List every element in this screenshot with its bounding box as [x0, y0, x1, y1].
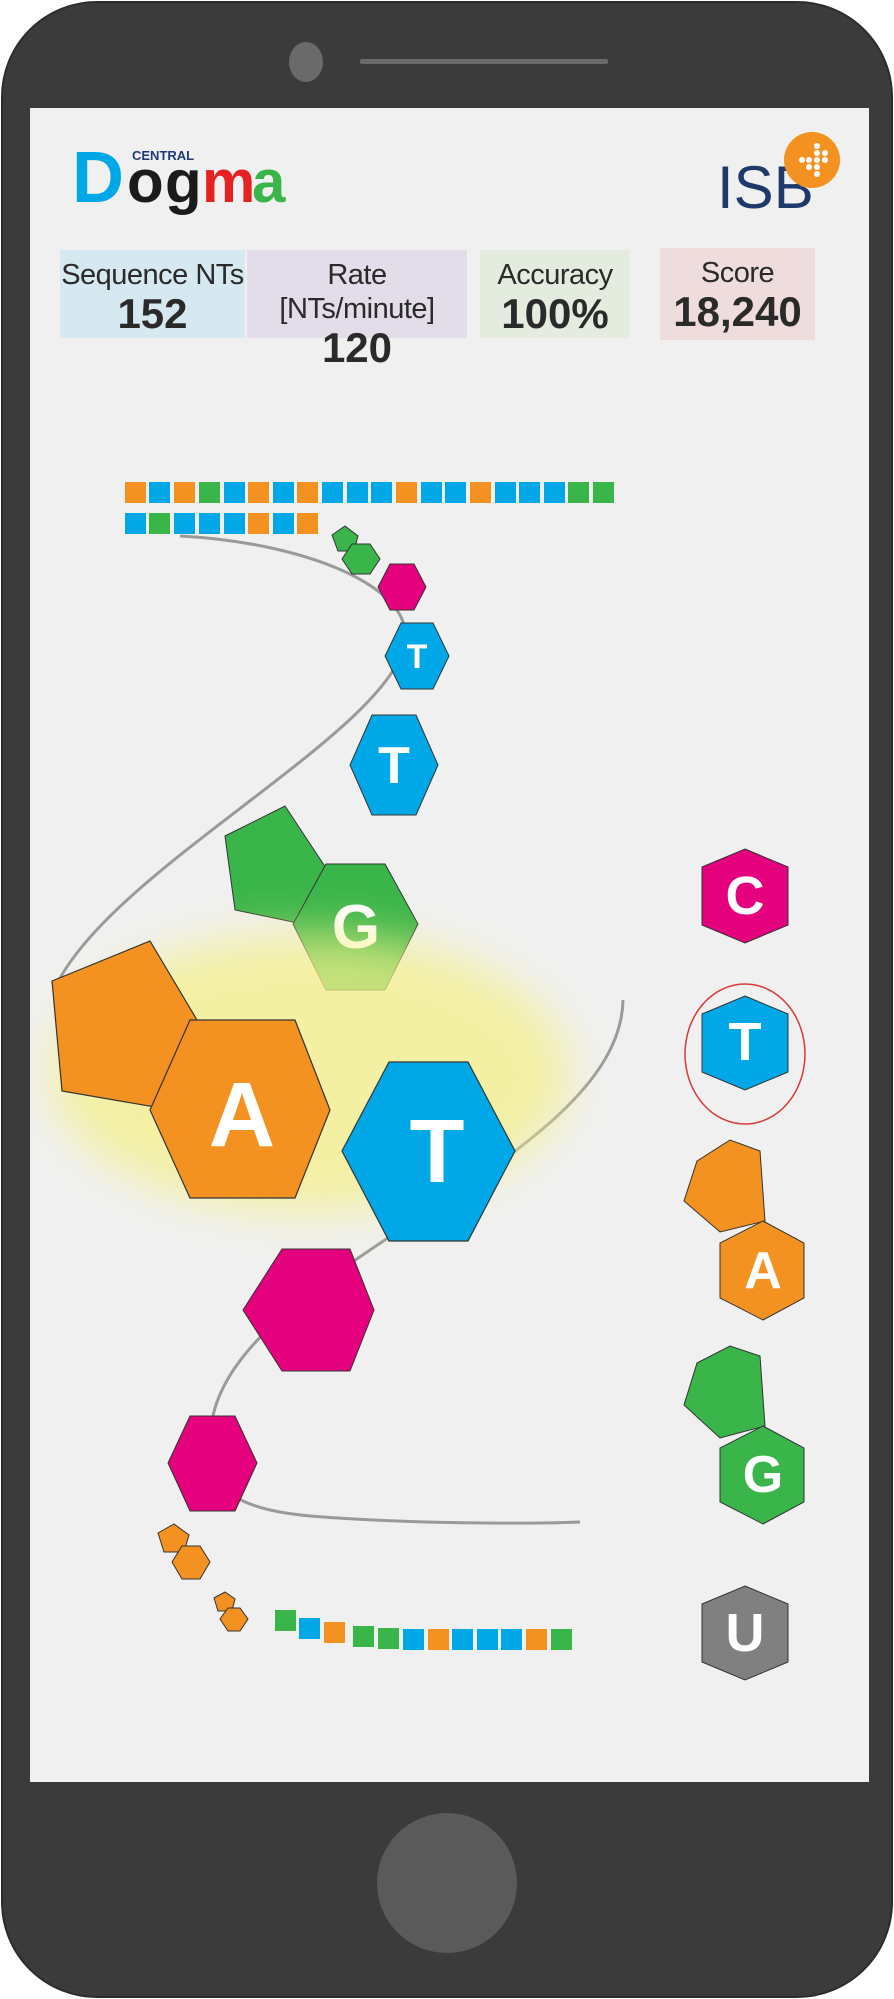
palette-g-button[interactable]: G [683, 1345, 805, 1525]
game-screen: CENTRAL D o g m a ISB Sequence NTs 152 R… [30, 108, 869, 1782]
stat-accuracy: Accuracy 100% [480, 250, 630, 338]
stat-value: 100% [501, 290, 609, 337]
logo-letter-a: a [252, 148, 286, 215]
sequence-bottom-row [275, 1610, 572, 1650]
strand-c-piece-medium [167, 1415, 258, 1512]
speaker-grille [360, 59, 608, 64]
isb-logo: ISB [685, 126, 855, 231]
stat-score: Score 18,240 [660, 248, 815, 340]
logo-small-text: CENTRAL [132, 148, 194, 163]
active-t-piece: T [341, 1061, 516, 1242]
svg-text:T: T [410, 1102, 465, 1202]
small-a-piece-3 [213, 1591, 236, 1612]
active-a-piece: A [51, 940, 331, 1199]
home-button[interactable] [377, 1813, 517, 1953]
stat-value: 152 [117, 290, 188, 337]
palette-t-button[interactable]: T [684, 983, 806, 1125]
svg-text:C: C [726, 866, 765, 926]
small-a-piece-2 [171, 1545, 211, 1580]
central-dogma-logo: CENTRAL D o g m a [70, 132, 370, 227]
stat-rate: Rate [NTs/minute] 120 [247, 250, 467, 370]
svg-text:T: T [378, 737, 410, 795]
game-board: T T G A T [50, 482, 806, 1681]
strand-t-medium: T [349, 714, 439, 816]
svg-text:G: G [743, 1446, 783, 1504]
sequence-top-row-2 [125, 513, 318, 534]
svg-text:A: A [744, 1242, 782, 1300]
small-g-piece-2 [341, 543, 381, 575]
logo-letter-o: o [127, 148, 164, 215]
stat-sequence-nts: Sequence NTs 152 [60, 250, 245, 338]
small-a-piece-1 [157, 1523, 190, 1553]
svg-text:T: T [729, 1012, 762, 1072]
strand-t-small: T [384, 622, 450, 690]
svg-text:A: A [209, 1064, 275, 1166]
stat-value: 18,240 [673, 288, 802, 335]
palette-u-button[interactable]: U [701, 1585, 789, 1681]
palette-selection-ring [684, 983, 806, 1125]
stat-label: Score [700, 257, 775, 289]
palette-c-button[interactable]: C [701, 848, 789, 944]
front-camera [289, 42, 323, 82]
stat-label: Accuracy [497, 259, 613, 291]
small-a-piece-4 [219, 1607, 249, 1632]
strand-c-piece-large [242, 1248, 375, 1372]
logo-letter-g: g [165, 148, 202, 215]
stat-label: Sequence NTs [61, 259, 244, 291]
sequence-top-row-1 [125, 482, 614, 503]
logo-letter-d: D [72, 138, 124, 218]
small-c-piece [377, 563, 427, 611]
svg-text:T: T [407, 638, 428, 676]
palette-a-button[interactable]: A [683, 1139, 805, 1321]
logo-letter-m: m [202, 148, 255, 215]
svg-text:U: U [726, 1603, 765, 1663]
stat-value: 120 [321, 324, 393, 371]
stat-label: Rate [NTs/minute] [279, 259, 435, 325]
